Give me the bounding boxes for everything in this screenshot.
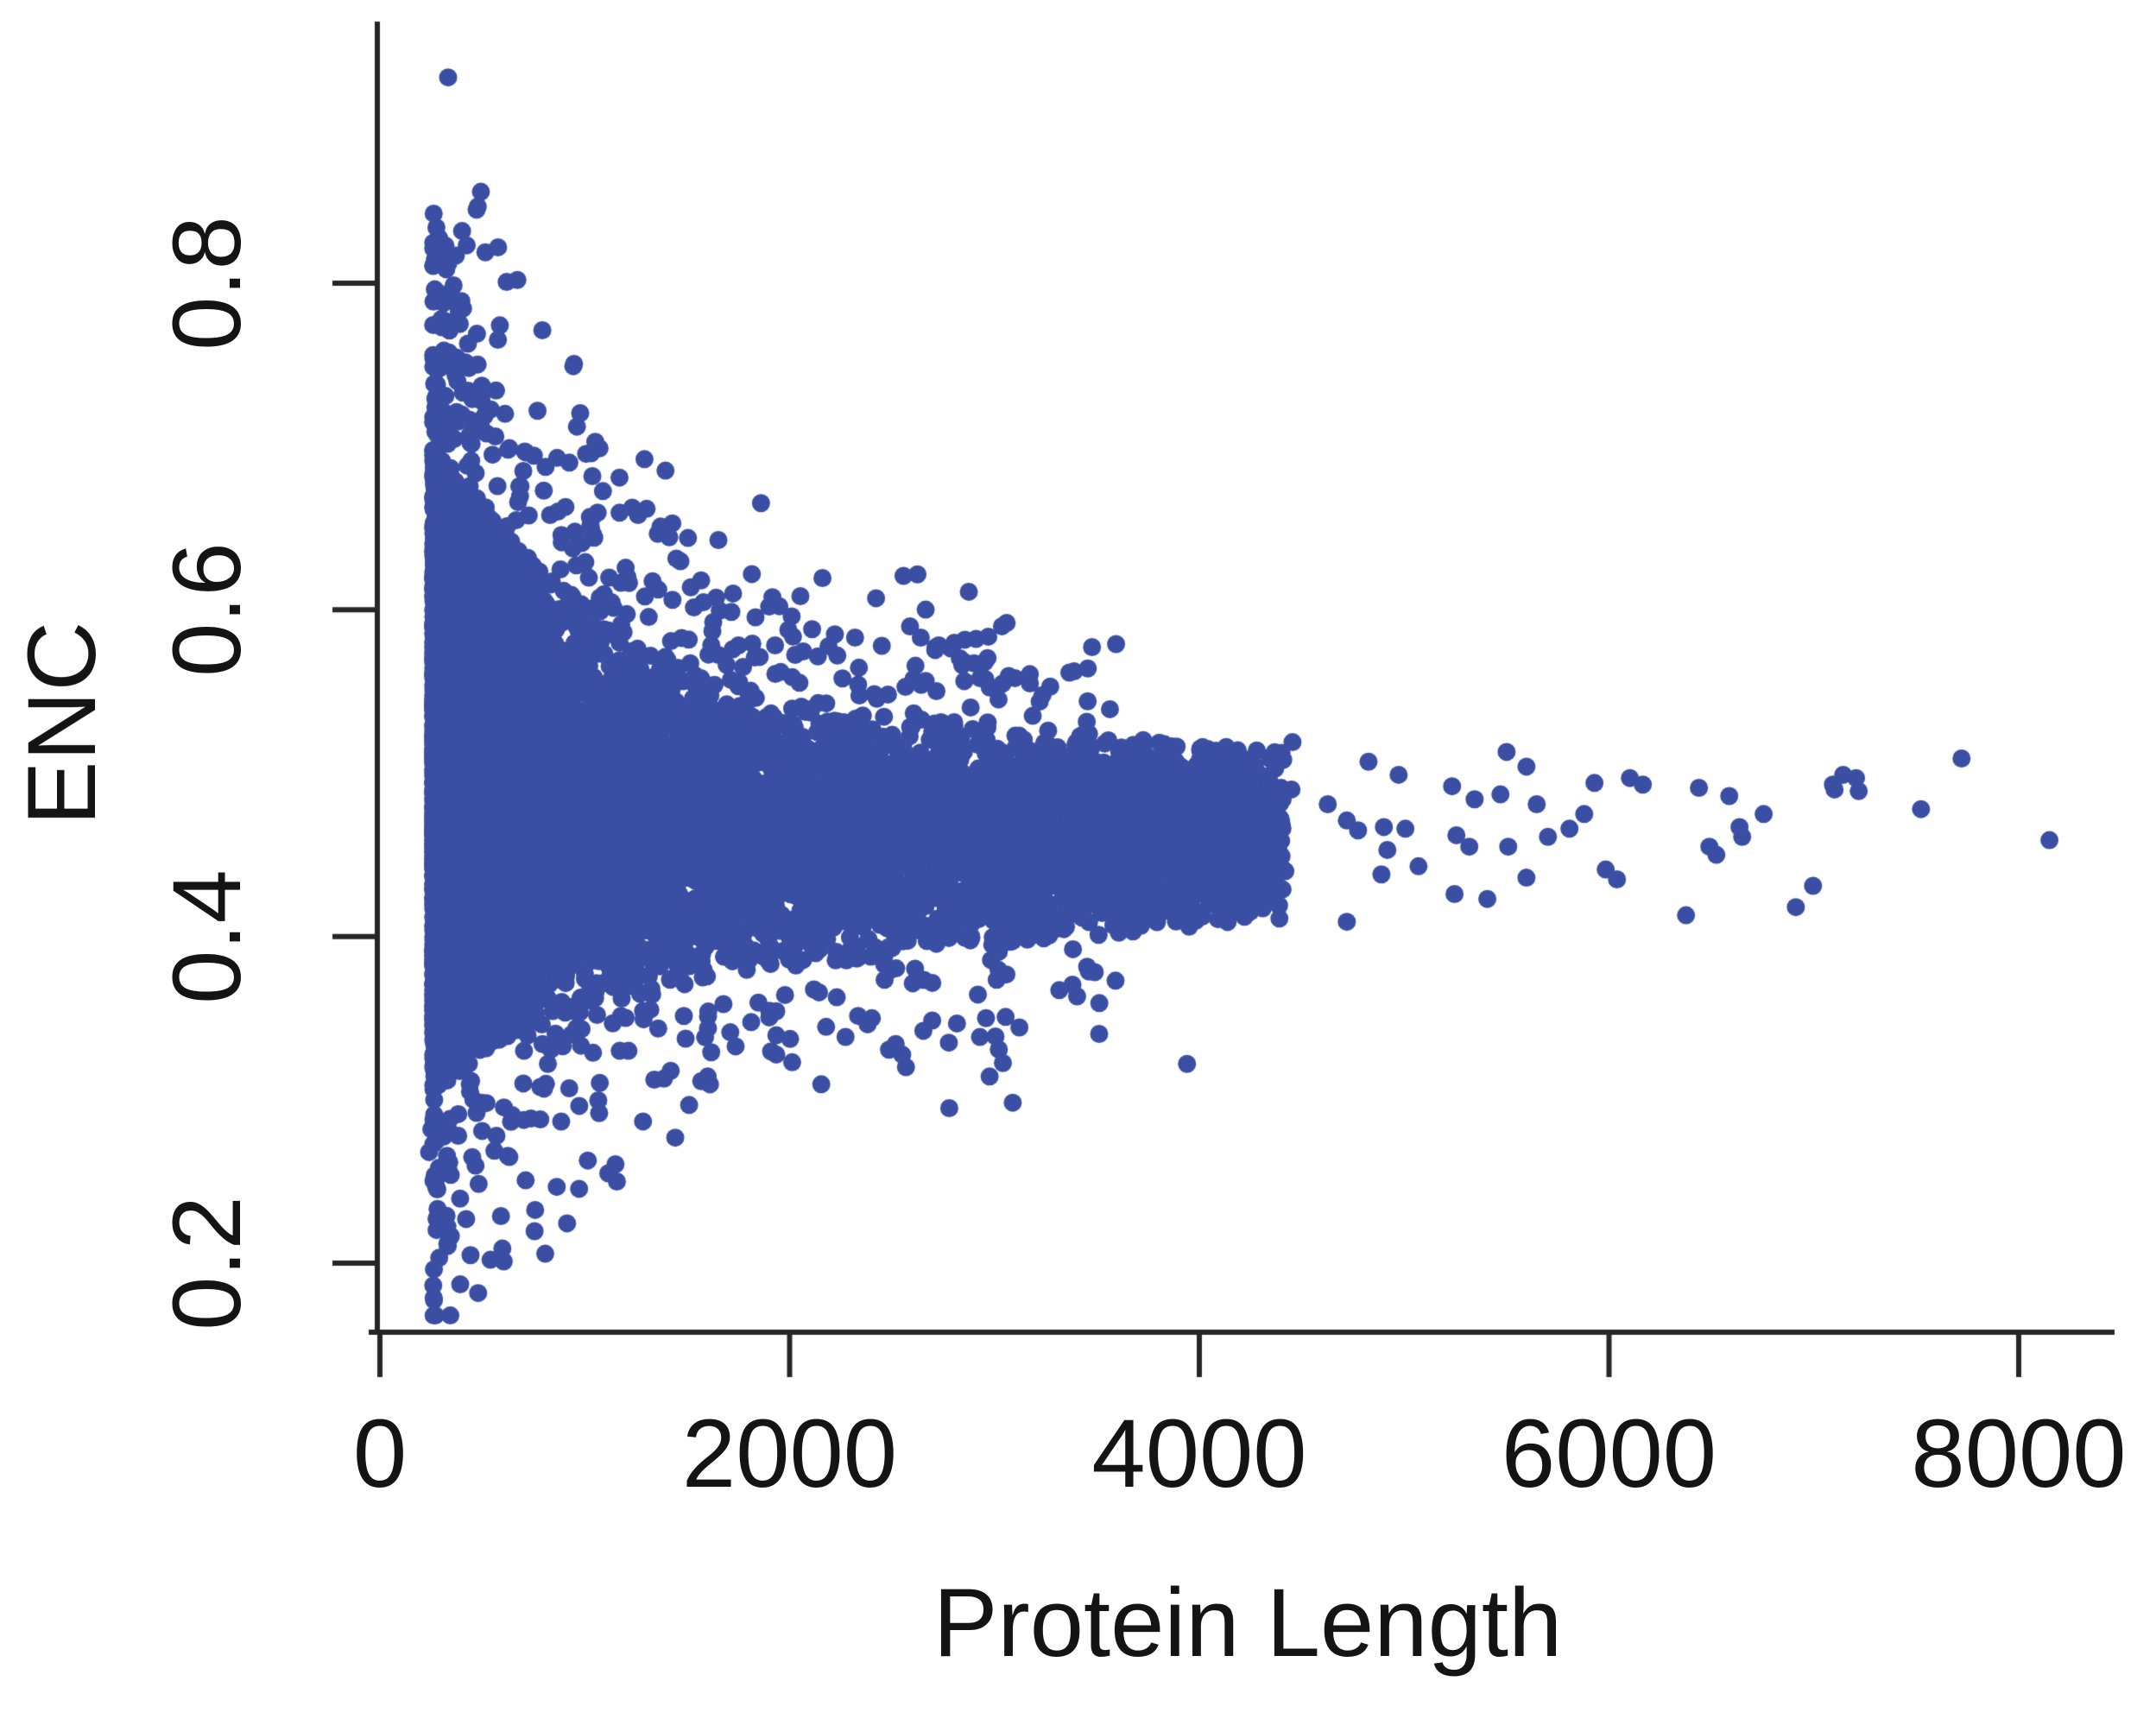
y-tick-label-0.2: 0.2 — [153, 1196, 261, 1330]
y-tick-label-0.6: 0.6 — [153, 542, 261, 678]
x-tick-label-8000: 8000 — [1911, 1400, 2127, 1507]
y-axis-title: ENC — [8, 621, 116, 826]
x-tick-label-4000: 4000 — [1091, 1400, 1307, 1507]
x-axis-title: Protein Length — [933, 1569, 1563, 1677]
x-tick-label-0: 0 — [352, 1400, 408, 1507]
x-tick-label-6000: 6000 — [1501, 1400, 1717, 1507]
x-tick-label-2000: 2000 — [681, 1400, 898, 1507]
y-tick-label-0.4: 0.4 — [153, 869, 261, 1004]
y-tick-label-0.8: 0.8 — [153, 216, 261, 351]
